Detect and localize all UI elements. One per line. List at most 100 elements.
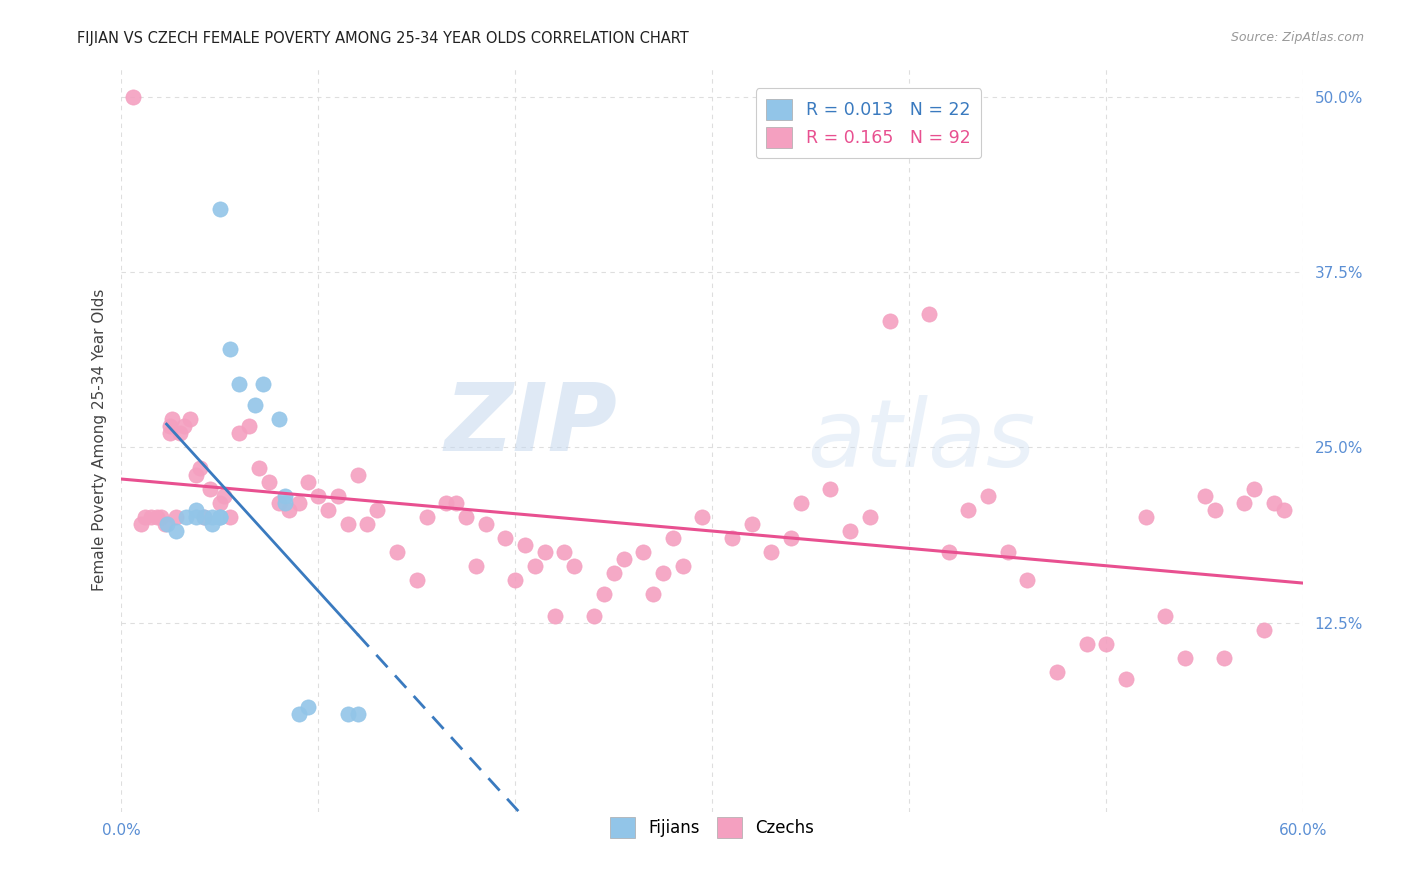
Point <box>169 426 191 441</box>
Point <box>326 489 349 503</box>
Point <box>790 496 813 510</box>
Point <box>316 503 339 517</box>
Point <box>583 608 606 623</box>
Point <box>1076 636 1098 650</box>
Point <box>1194 489 1216 503</box>
Point <box>287 496 309 510</box>
Point <box>165 524 187 539</box>
Point <box>198 483 221 497</box>
Point <box>228 426 250 441</box>
Point <box>243 398 266 412</box>
Point <box>859 510 882 524</box>
Point <box>193 510 215 524</box>
Point <box>134 510 156 524</box>
Point <box>839 524 862 539</box>
Point <box>188 461 211 475</box>
Point <box>820 483 842 497</box>
Text: atlas: atlas <box>807 394 1035 486</box>
Point <box>139 510 162 524</box>
Text: FIJIAN VS CZECH FEMALE POVERTY AMONG 25-34 YEAR OLDS CORRELATION CHART: FIJIAN VS CZECH FEMALE POVERTY AMONG 25-… <box>77 31 689 46</box>
Point <box>184 510 207 524</box>
Point <box>652 566 675 581</box>
Point <box>277 503 299 517</box>
Point <box>593 587 616 601</box>
Point <box>252 377 274 392</box>
Point <box>1263 496 1285 510</box>
Point <box>1233 496 1256 510</box>
Point <box>145 510 167 524</box>
Point <box>165 510 187 524</box>
Point <box>238 419 260 434</box>
Point <box>212 489 235 503</box>
Point <box>761 545 783 559</box>
Point <box>366 503 388 517</box>
Point <box>385 545 408 559</box>
Point <box>193 510 215 524</box>
Point <box>464 559 486 574</box>
Point <box>997 545 1019 559</box>
Point <box>1253 623 1275 637</box>
Point <box>297 475 319 490</box>
Point <box>1243 483 1265 497</box>
Point <box>977 489 1000 503</box>
Point <box>247 461 270 475</box>
Point <box>513 538 536 552</box>
Point <box>122 89 145 103</box>
Point <box>1272 503 1295 517</box>
Point <box>613 552 636 566</box>
Point <box>162 412 184 426</box>
Point <box>208 510 231 524</box>
Point <box>1213 650 1236 665</box>
Point <box>159 419 181 434</box>
Point <box>201 510 224 524</box>
Point <box>633 545 655 559</box>
Point <box>643 587 665 601</box>
Point <box>662 532 685 546</box>
Point <box>257 475 280 490</box>
Point <box>918 307 941 321</box>
Point <box>434 496 457 510</box>
Point <box>208 202 231 216</box>
Point <box>444 496 467 510</box>
Point <box>879 314 901 328</box>
Point <box>533 545 555 559</box>
Point <box>336 706 359 721</box>
Point <box>494 532 516 546</box>
Point <box>503 574 526 588</box>
Point <box>297 699 319 714</box>
Point <box>287 706 309 721</box>
Point <box>149 510 172 524</box>
Point <box>1017 574 1039 588</box>
Point <box>415 510 437 524</box>
Point <box>562 559 585 574</box>
Point <box>523 559 546 574</box>
Point <box>153 517 176 532</box>
Point <box>267 496 290 510</box>
Point <box>780 532 803 546</box>
Point <box>1046 665 1069 679</box>
Point <box>957 503 980 517</box>
Point <box>267 412 290 426</box>
Point <box>179 412 201 426</box>
Y-axis label: Female Poverty Among 25-34 Year Olds: Female Poverty Among 25-34 Year Olds <box>93 289 107 591</box>
Text: ZIP: ZIP <box>444 379 617 471</box>
Point <box>356 517 378 532</box>
Point <box>346 706 368 721</box>
Point <box>721 532 744 546</box>
Point <box>208 510 231 524</box>
Point <box>672 559 695 574</box>
Point <box>307 489 329 503</box>
Point <box>741 517 763 532</box>
Point <box>184 468 207 483</box>
Legend: Fijians, Czechs: Fijians, Czechs <box>603 811 821 845</box>
Point <box>274 489 297 503</box>
Point <box>155 517 177 532</box>
Point <box>173 419 195 434</box>
Point <box>346 468 368 483</box>
Point <box>1135 510 1157 524</box>
Point <box>1115 672 1137 686</box>
Point <box>228 377 250 392</box>
Text: Source: ZipAtlas.com: Source: ZipAtlas.com <box>1230 31 1364 45</box>
Point <box>129 517 152 532</box>
Point <box>1174 650 1197 665</box>
